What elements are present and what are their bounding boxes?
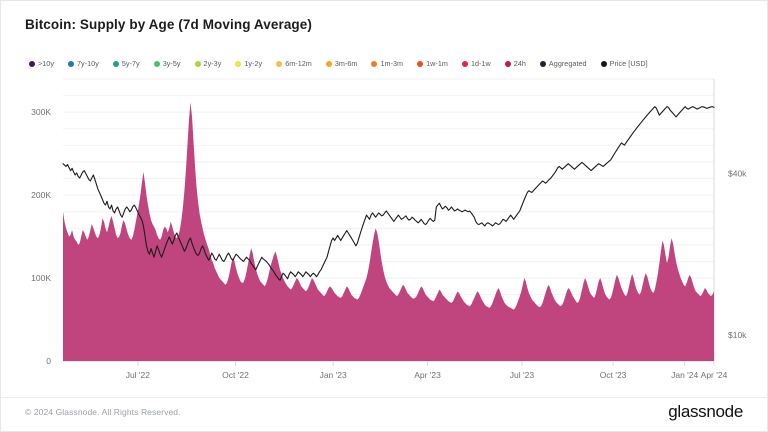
legend-swatch-icon — [461, 60, 468, 67]
legend-item-5y-7y[interactable]: 5y-7y — [112, 59, 140, 69]
legend-item-1d-1w[interactable]: 1d-1w — [461, 59, 491, 69]
legend-item-price-usd[interactable]: Price [USD] — [600, 59, 648, 69]
legend-item-aggregated[interactable]: Aggregated — [539, 59, 587, 69]
legend-swatch-icon — [371, 60, 378, 67]
x-axis-tick-label: Jul '22 — [126, 370, 151, 380]
legend-swatch-icon — [276, 60, 283, 67]
legend-item-7y-10y[interactable]: 7y-10y — [68, 59, 99, 69]
legend-item-6m-12m[interactable]: 6m-12m — [276, 59, 312, 69]
y-axis-left-tick-label: 200K — [31, 190, 51, 200]
legend-swatch-icon — [68, 60, 74, 67]
y-axis-left-tick-label: 100K — [31, 273, 51, 283]
legend-item-label: 1m-3m — [380, 59, 404, 69]
chart-legend: >10y 7y-10y 5y-7y 3y-5y 2y-3y 1y-2y 6m-12m 3m-6… — [29, 57, 741, 71]
legend-item-label: 7y-10y — [77, 59, 99, 69]
x-axis-tick-label: Apr '23 — [414, 370, 441, 380]
legend-swatch-icon — [325, 60, 332, 67]
legend-item-1y-2y[interactable]: 1y-2y — [235, 59, 263, 69]
x-axis-tick-label: Oct '22 — [222, 370, 249, 380]
x-axis-tick-label: Jul '23 — [510, 370, 535, 380]
legend-item-label: 24h — [513, 59, 526, 69]
y-axis-right-tick-label: $10k — [728, 330, 747, 340]
chart-plot-area: 0 100K 200K 300K $10k $40k Jul '22 Oct '22 Jan '… — [1, 71, 768, 383]
legend-swatch-icon — [235, 60, 242, 67]
copyright-text: © 2024 Glassnode. All Rights Reserved. — [25, 407, 181, 417]
page-title: Bitcoin: Supply by Age (7d Moving Averag… — [25, 17, 312, 32]
y-axis-left-tick-label: 300K — [31, 107, 51, 117]
legend-item-label: 1w-1m — [426, 59, 448, 69]
legend-item-label: 5y-7y — [121, 59, 140, 69]
x-axis-tick-label: Jan '23 — [320, 370, 347, 380]
legend-item-label: Price [USD] — [609, 59, 648, 69]
legend-item-2y-3y[interactable]: 2y-3y — [194, 59, 222, 69]
legend-swatch-icon — [153, 60, 160, 67]
legend-item-3y-5y[interactable]: 3y-5y — [153, 59, 181, 69]
legend-swatch-icon — [417, 60, 424, 67]
legend-item-24h[interactable]: 24h — [504, 59, 526, 69]
legend-item-label: Aggregated — [548, 59, 587, 69]
legend-swatch-icon — [112, 60, 119, 67]
legend-item-label: 2y-3y — [203, 59, 222, 69]
legend-item-label: 1y-2y — [244, 59, 263, 69]
legend-item-1w-1m[interactable]: 1w-1m — [417, 59, 448, 69]
footer-divider — [1, 397, 768, 398]
legend-swatch-icon — [600, 60, 607, 67]
x-axis-tick-label: Oct '23 — [600, 370, 627, 380]
x-axis-tick-label: Apr '24 — [701, 370, 728, 380]
legend-swatch-icon — [504, 60, 511, 67]
legend-swatch-icon — [29, 60, 35, 67]
legend-item-label: 6m-12m — [285, 59, 312, 69]
legend-item-label: >10y — [38, 59, 54, 69]
x-axis-tick-label: Jan '24 — [671, 370, 698, 380]
y-axis-right-tick-label: $40k — [728, 168, 747, 178]
glassnode-logo: glassnode — [668, 402, 743, 421]
price-line-series — [62, 106, 715, 281]
legend-item-10y[interactable]: >10y — [29, 59, 54, 69]
legend-item-label: 3y-5y — [162, 59, 181, 69]
supply-area-series — [63, 102, 714, 361]
legend-item-1m-3m[interactable]: 1m-3m — [371, 59, 404, 69]
legend-item-label: 3m-6m — [334, 59, 358, 69]
legend-swatch-icon — [539, 60, 546, 67]
legend-item-label: 1d-1w — [470, 59, 491, 69]
legend-swatch-icon — [194, 60, 201, 67]
supply-by-age-chart: 0 100K 200K 300K $10k $40k Jul '22 Oct '22 Jan '… — [31, 78, 747, 380]
y-axis-left-tick-label: 0 — [46, 356, 51, 366]
legend-item-3m-6m[interactable]: 3m-6m — [325, 59, 358, 69]
